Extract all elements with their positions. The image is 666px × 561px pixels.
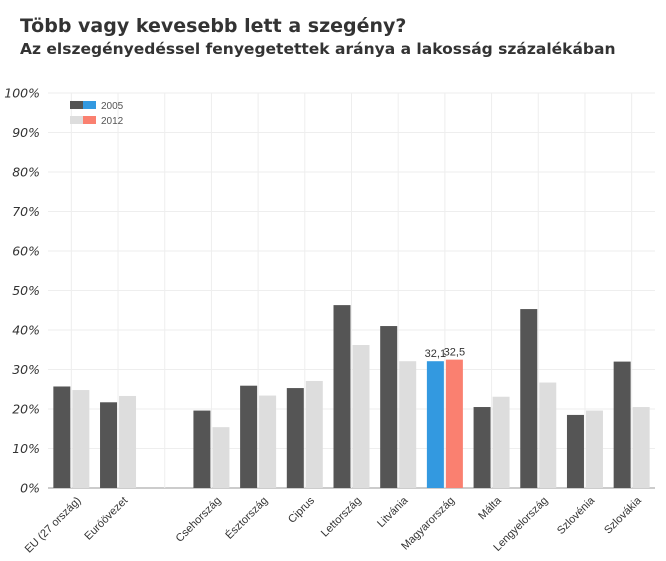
chart-subtitle: Az elszegényedéssel fenyegetettek aránya…	[20, 40, 616, 58]
x-tick-label: Szlovénia	[555, 494, 598, 537]
y-tick-label: 50%	[12, 283, 40, 298]
x-axis-labels: EU (27 ország)Euróövezet Csehország Észtor…	[23, 494, 645, 556]
bar-2005	[333, 305, 351, 488]
bar-2012	[119, 395, 137, 488]
bar-2012	[632, 407, 650, 488]
y-tick-label: 90%	[12, 125, 40, 140]
data-label: 32,5	[444, 347, 465, 359]
y-tick-label: 40%	[12, 323, 40, 338]
y-tick-label: 10%	[12, 441, 40, 456]
y-tick-label: 20%	[12, 402, 40, 417]
y-tick-label: 60%	[12, 244, 40, 259]
bar-2012	[445, 359, 463, 488]
bar-2005	[380, 326, 398, 488]
x-tick-label: Szlovákia	[602, 494, 644, 536]
legend-swatch-highlight	[83, 116, 96, 124]
bar-2012	[212, 427, 230, 488]
x-tick-label: Litvánia	[375, 494, 411, 530]
x-tick-label: Málta	[476, 494, 504, 522]
bar-2005	[426, 361, 444, 488]
bar-2012	[492, 396, 510, 488]
bar-2005	[613, 361, 631, 488]
y-axis-ticks: 0% 10% 20% 30% 40% 50% 60% 70% 80% 90% 100%	[4, 86, 40, 496]
legend-swatch	[70, 116, 83, 124]
legend-label: 2012	[101, 116, 124, 127]
y-tick-label: 70%	[12, 204, 40, 219]
legend-swatch-highlight	[83, 101, 96, 109]
bar-2012	[72, 390, 90, 488]
y-tick-label: 30%	[12, 362, 40, 377]
legend: 2005 2012	[70, 101, 124, 127]
x-tick-label: Ciprus	[286, 494, 317, 525]
x-tick-label: Csehország	[174, 495, 224, 545]
bar-2012	[399, 361, 417, 488]
x-tick-label: EU (27 ország)	[23, 495, 84, 556]
legend-swatch	[70, 101, 83, 109]
bar-2005	[193, 410, 211, 488]
bar-2012	[352, 345, 370, 488]
bar-2012	[539, 382, 557, 488]
bar-2005	[520, 309, 538, 488]
y-tick-label: 80%	[12, 165, 40, 180]
bars: 32,132,5	[53, 305, 650, 488]
y-tick-label: 0%	[20, 481, 40, 496]
bar-2005	[566, 414, 584, 488]
bar-2005	[473, 407, 491, 488]
legend-label: 2005	[101, 101, 124, 112]
x-tick-label: Lettország	[319, 495, 364, 540]
bar-2012	[259, 395, 277, 488]
data-label: 32,1	[425, 348, 446, 360]
y-tick-label: 100%	[4, 86, 40, 101]
bar-2005	[53, 386, 71, 488]
x-tick-label: Észtország	[223, 494, 271, 542]
chart-title: Több vagy kevesebb lett a szegény?	[20, 15, 407, 37]
gridlines	[48, 92, 655, 489]
bar-2005	[286, 388, 304, 488]
x-tick-label: Euróövezet	[82, 495, 130, 543]
bar-2012	[585, 410, 603, 488]
bar-2005	[100, 402, 118, 488]
bar-2012	[305, 380, 323, 488]
bar-2005	[240, 385, 258, 488]
